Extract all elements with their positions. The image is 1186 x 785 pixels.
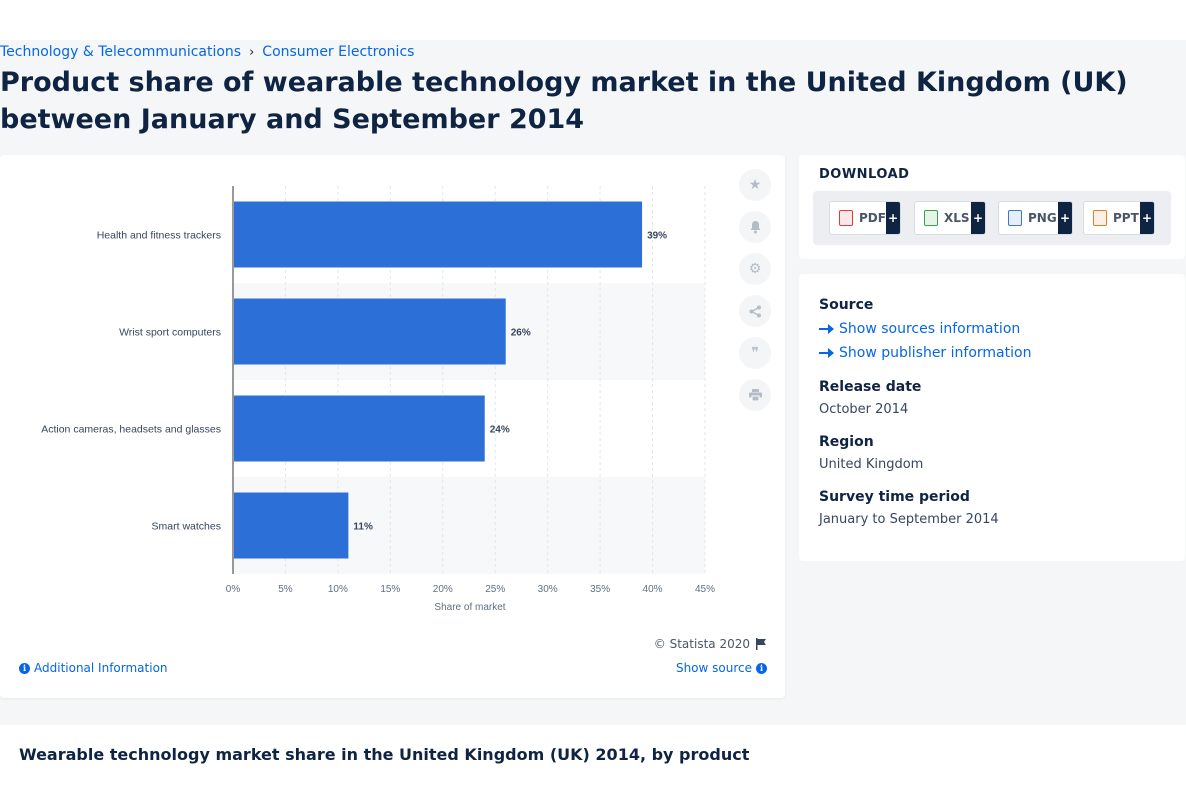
x-tick-label: 35%: [590, 584, 610, 595]
arrow-right-icon: [819, 352, 833, 354]
download-xls-label: XLS: [944, 211, 970, 225]
print-icon[interactable]: [739, 379, 771, 411]
x-tick-label: 15%: [380, 584, 400, 595]
x-tick-label: 5%: [278, 584, 293, 595]
info-icon: i: [19, 663, 30, 674]
download-ppt-button[interactable]: PPT +: [1083, 201, 1155, 235]
download-xls-button[interactable]: XLS +: [914, 201, 986, 235]
show-sources-link[interactable]: Show sources information: [819, 321, 1020, 337]
copyright-text: © Statista 2020: [654, 637, 750, 651]
data-label: 26%: [511, 328, 531, 339]
bar: [234, 299, 506, 365]
region-label: Region: [819, 434, 874, 450]
bar-chart: 0% 5% 10% 15% 20% 25% 30% 35% 40% 45% Health and f…: [0, 155, 739, 635]
x-tick-label: 20%: [433, 584, 453, 595]
description-title: Wearable technology market share in the …: [19, 745, 749, 764]
flag-icon[interactable]: [756, 638, 767, 650]
show-source-label: Show source: [676, 661, 752, 675]
ppt-file-icon: [1093, 210, 1107, 226]
category-label: Action cameras, headsets and glasses: [41, 424, 221, 436]
release-date-value: October 2014: [819, 402, 908, 417]
category-label: Health and fitness trackers: [97, 230, 221, 242]
x-tick-label: 10%: [328, 584, 348, 595]
gear-icon[interactable]: ⚙: [739, 253, 771, 285]
download-card: DOWNLOAD PDF + XLS + PNG + PPT +: [799, 155, 1185, 259]
copyright-notice: © Statista 2020: [654, 637, 767, 651]
chart-card: 0% 5% 10% 15% 20% 25% 30% 35% 40% 45% Health and f…: [0, 155, 785, 698]
bar: [234, 396, 485, 462]
download-pdf-button[interactable]: PDF +: [829, 201, 901, 235]
additional-information-label: Additional Information: [34, 661, 168, 675]
region-value: United Kingdom: [819, 457, 923, 472]
plus-icon: +: [886, 202, 900, 234]
survey-period-label: Survey time period: [819, 489, 970, 505]
additional-information-link[interactable]: i Additional Information: [19, 661, 168, 675]
show-publisher-label: Show publisher information: [839, 345, 1031, 361]
x-tick-label: 30%: [538, 584, 558, 595]
share-icon[interactable]: [739, 295, 771, 327]
download-pdf-label: PDF: [859, 211, 886, 225]
plus-icon: +: [1140, 202, 1154, 234]
x-axis-title: Share of market: [434, 602, 505, 613]
breadcrumb-consumer-electronics[interactable]: Consumer Electronics: [262, 44, 414, 60]
png-file-icon: [1008, 210, 1022, 226]
pdf-file-icon: [839, 210, 853, 226]
quote-icon[interactable]: ❞: [739, 337, 771, 369]
chart-toolbar: ★ ⚙ ❞: [739, 169, 771, 421]
statistic-details-card: Source Show sources information Show pub…: [799, 274, 1185, 561]
source-label: Source: [819, 297, 873, 313]
download-png-button[interactable]: PNG +: [998, 201, 1073, 235]
plus-icon: +: [971, 202, 985, 234]
show-publisher-link[interactable]: Show publisher information: [819, 345, 1031, 361]
data-label: 39%: [647, 231, 667, 242]
category-label: Smart watches: [152, 521, 221, 533]
breadcrumb-technology-telecommunications[interactable]: Technology & Telecommunications: [0, 44, 241, 60]
download-title: DOWNLOAD: [819, 167, 909, 182]
show-sources-label: Show sources information: [839, 321, 1020, 337]
breadcrumb: Technology & Telecommunications › Consum…: [0, 44, 414, 60]
x-tick-label: 45%: [695, 584, 715, 595]
download-png-label: PNG: [1028, 211, 1057, 225]
xls-file-icon: [924, 210, 938, 226]
breadcrumb-separator: ›: [249, 45, 254, 60]
description-card: Wearable technology market share in the …: [0, 725, 1186, 785]
bar: [234, 202, 642, 268]
bell-icon[interactable]: [739, 211, 771, 243]
show-source-link[interactable]: Show source i: [676, 661, 767, 675]
release-date-label: Release date: [819, 379, 921, 395]
x-tick-label: 40%: [643, 584, 663, 595]
x-tick-label: 0%: [226, 584, 241, 595]
top-navigation-bar: [0, 0, 1186, 40]
download-buttons-row: PDF + XLS + PNG + PPT +: [813, 191, 1171, 245]
arrow-right-icon: [819, 328, 833, 330]
survey-period-value: January to September 2014: [819, 512, 999, 527]
x-tick-label: 25%: [485, 584, 505, 595]
info-icon: i: [756, 663, 767, 674]
data-label: 11%: [353, 522, 373, 533]
page-title: Product share of wearable technology mar…: [0, 64, 1186, 138]
download-ppt-label: PPT: [1113, 211, 1139, 225]
bar: [234, 493, 348, 559]
data-label: 24%: [490, 425, 510, 436]
category-label: Wrist sport computers: [119, 327, 221, 339]
plus-icon: +: [1058, 202, 1072, 234]
star-icon[interactable]: ★: [739, 169, 771, 201]
